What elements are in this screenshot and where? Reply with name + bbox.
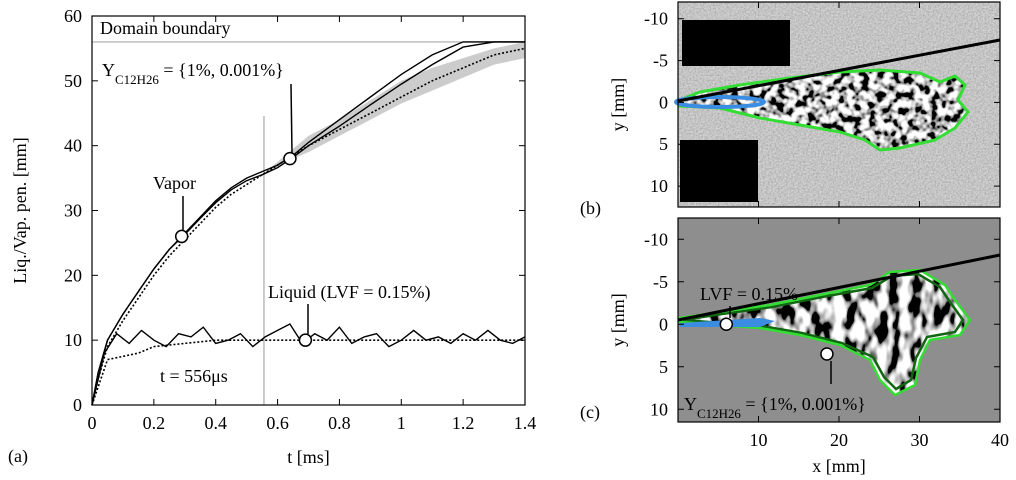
x-tick-label: 0.2 — [143, 413, 166, 433]
x-tick-label: 20 — [830, 430, 848, 450]
annotation-part: = {1%, 0.001%} — [741, 394, 866, 414]
annotation: YC12H26 = {1%, 0.001%} — [102, 60, 284, 87]
y-tick-label: 0 — [659, 314, 668, 334]
panel-label: (a) — [8, 446, 28, 467]
annotation: Vapor — [153, 173, 196, 193]
y-tick-label: 40 — [64, 136, 82, 156]
x-tick-label: 40 — [991, 430, 1009, 450]
y-tick-label: 10 — [64, 330, 82, 350]
x-tick-label: 30 — [911, 430, 929, 450]
annotation: LVF = 0.15% — [700, 284, 798, 304]
annotation: YC12H26 = {1%, 0.001%} — [684, 394, 866, 421]
x-tick-label: 0.8 — [328, 413, 351, 433]
x-tick-label: 1 — [397, 413, 406, 433]
y-axis-label: y [mm] — [608, 293, 628, 347]
x-axis-label: t [ms] — [287, 447, 330, 467]
leader-line — [290, 83, 293, 154]
annotation-part: = {1%, 0.001%} — [159, 60, 284, 80]
y-tick-label: 5 — [659, 134, 668, 154]
image-c — [677, 218, 1001, 422]
annotation-part: -I — [703, 172, 715, 193]
x-tick-label: 1.2 — [452, 413, 475, 433]
y-tick-label: 0 — [73, 395, 82, 415]
annotation-part: C12H26 — [697, 406, 741, 421]
spread-band — [92, 41, 525, 406]
y-axis-label: Liq./Vap. pen. [mm] — [10, 137, 30, 283]
annotation-part: Y — [684, 394, 697, 414]
x-axis-label: x [mm] — [812, 456, 866, 476]
x-tick-label: 0.6 — [266, 413, 289, 433]
y-tick-label: 5 — [659, 357, 668, 377]
marker — [820, 347, 834, 361]
x-tick-label: 10 — [750, 430, 768, 450]
y-tick-label: 30 — [64, 201, 82, 221]
x-tick-label: 0.4 — [204, 413, 227, 433]
marker — [298, 333, 313, 347]
y-tick-label: 20 — [64, 265, 82, 285]
y-axis-label: y [mm] — [608, 78, 628, 132]
y-tick-label: 60 — [64, 6, 82, 26]
annotation-part: n-1 — [715, 182, 750, 207]
panel-label: (c) — [580, 402, 600, 423]
y-tick-label: -10 — [644, 229, 668, 249]
marker — [283, 151, 297, 166]
annotation-part: I — [684, 172, 689, 193]
hline-label: Domain boundary — [100, 18, 230, 38]
x-tick-label: 0 — [88, 413, 97, 433]
annotation: 556 µs — [688, 38, 749, 59]
y-tick-label: -5 — [653, 51, 668, 71]
annotation-part: C12H26 — [115, 72, 159, 87]
series-line — [91, 339, 525, 406]
y-tick-label: 10 — [650, 399, 668, 419]
annotation-part: Y — [102, 60, 115, 80]
y-tick-label: -10 — [644, 9, 668, 29]
y-tick-label: -5 — [653, 272, 668, 292]
x-tick-label: 1.4 — [514, 413, 537, 433]
annotation-part: n — [689, 182, 703, 207]
series-line — [91, 41, 525, 406]
annotation: Liquid (LVF = 0.15%) — [268, 282, 430, 303]
y-tick-label: 50 — [64, 71, 82, 91]
annotation: In-In-1 — [684, 172, 750, 207]
image-b — [674, 2, 1001, 207]
y-tick-label: 10 — [650, 176, 668, 196]
marker — [174, 229, 189, 244]
panel-label: (b) — [580, 198, 601, 219]
marker — [719, 317, 734, 331]
vline-label: t = 556μs — [160, 366, 228, 386]
y-tick-label: 0 — [659, 92, 668, 112]
series-line — [91, 47, 526, 406]
series-line — [91, 41, 525, 406]
